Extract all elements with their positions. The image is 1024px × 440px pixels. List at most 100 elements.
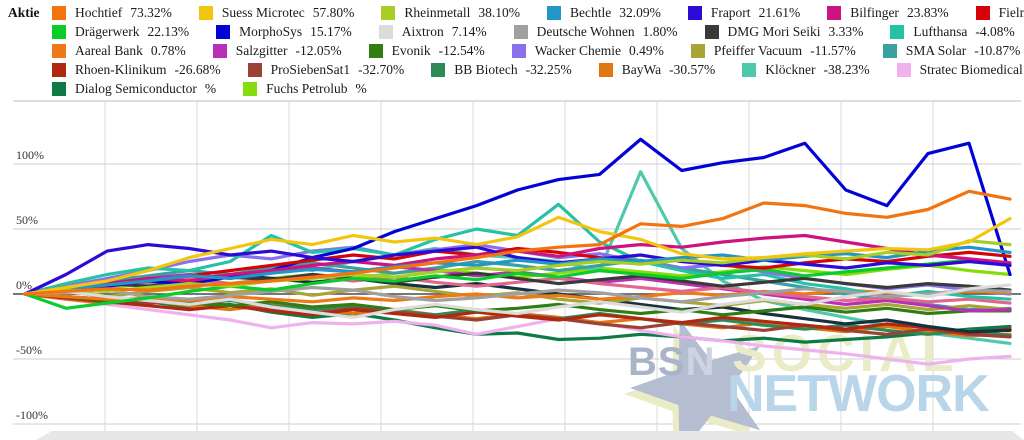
- y-axis-labels: 100% 50% 0% -50% -100%: [16, 148, 48, 422]
- series-line-hochtief[interactable]: [23, 189, 1012, 296]
- legend-item-prosiebensat1[interactable]: ProSiebenSat1 -32.70%: [247, 61, 405, 78]
- legend-value: %: [355, 80, 367, 96]
- legend-item-lufthansa[interactable]: Lufthansa -4.08%: [890, 23, 1015, 40]
- legend-swatch-bechtle: [546, 5, 561, 20]
- legend-item-salzgitter[interactable]: Salzgitter -12.05%: [212, 43, 342, 59]
- bsn-star-icon: [629, 319, 761, 440]
- legend-item-rhoen-klinikum[interactable]: Rhoen-Klinikum -26.68%: [52, 62, 221, 78]
- watermark-network-text: NETWORK: [727, 365, 990, 423]
- legend-item-baywa[interactable]: BayWa -30.57%: [598, 61, 716, 78]
- legend-label: Deutsche Wohnen: [536, 23, 635, 39]
- legend-label: Pfeiffer Vacuum: [713, 42, 803, 58]
- series-line-rhoen-klinikum[interactable]: [23, 292, 1012, 335]
- legend-label: Dialog Semiconductor: [75, 80, 197, 96]
- series-line-dr-gerwerk[interactable]: [23, 258, 1012, 310]
- legend-item-kl-ckner[interactable]: Klöckner -38.23%: [742, 61, 870, 78]
- series-line-aixtron[interactable]: [23, 283, 1012, 319]
- legend-item-dr-gerwerk[interactable]: Drägerwerk 22.13%: [52, 24, 189, 40]
- legend-item-dmg-mori-seiki[interactable]: DMG Mori Seiki 3.33%: [704, 23, 864, 40]
- series-line-rheinmetall[interactable]: [23, 239, 1012, 296]
- legend-row: Dialog Semiconductor% Fuchs Petrolub%: [52, 79, 1024, 98]
- legend-label: Bilfinger: [850, 4, 899, 20]
- legend-item-suess-microtec[interactable]: Suess Microtec 57.80%: [198, 5, 354, 21]
- legend-value: -11.57%: [810, 42, 856, 58]
- legend-row: Rhoen-Klinikum -26.68% ProSiebenSat1 -32.70…: [52, 60, 1024, 79]
- legend-item-aixtron[interactable]: Aixtron 7.14%: [378, 23, 487, 40]
- legend-item-fuchs-petrolub[interactable]: Fuchs Petrolub%: [243, 81, 367, 97]
- series-line-bechtle[interactable]: [23, 245, 1012, 296]
- series-line-deutsche-wohnen[interactable]: [23, 285, 1012, 304]
- legend-value: 7.14%: [451, 23, 487, 39]
- legend-item-pfeiffer-vacuum[interactable]: Pfeiffer Vacuum -11.57%: [690, 42, 856, 59]
- y-axis-tick-label: -50%: [16, 343, 42, 357]
- legend-label: Stratec Biomedical: [919, 61, 1023, 77]
- legend-swatch-stratec-biomedical: [896, 62, 911, 77]
- legend-label: Rheinmetall: [404, 4, 471, 20]
- legend-value: 3.33%: [828, 23, 864, 39]
- series-line-aurubis[interactable]: [23, 274, 1012, 305]
- legend-label: BB Biotech: [454, 61, 518, 77]
- legend-item-bilfinger[interactable]: Bilfinger 23.83%: [827, 4, 949, 21]
- y-axis-tick-label: 50%: [16, 213, 38, 227]
- legend-value: %: [204, 80, 217, 96]
- legend-item-rheinmetall[interactable]: Rheinmetall 38.10%: [381, 5, 520, 21]
- legend-swatch-dialog-semiconductor: [52, 81, 66, 96]
- legend-title: Aktie: [8, 5, 40, 20]
- legend-value: 73.32%: [130, 4, 172, 20]
- legend-item-sma-solar[interactable]: SMA Solar -10.87%: [882, 42, 1020, 59]
- legend-swatch-fraport: [687, 5, 702, 20]
- y-axis-tick-label: 0%: [16, 278, 32, 292]
- legend-item-morphosys[interactable]: MorphoSys 15.17%: [216, 24, 352, 40]
- legend-item-fraport[interactable]: Fraport 21.61%: [687, 5, 800, 21]
- legend-swatch-sma-solar: [882, 43, 897, 58]
- legend-label: Bechtle: [569, 4, 612, 20]
- legend-swatch-prosiebensat1: [247, 62, 262, 77]
- legend-swatch-wacker-chemie: [511, 43, 526, 58]
- legend-label: DMG Mori Seiki: [727, 23, 821, 39]
- legend-value: -32.70%: [358, 61, 405, 77]
- legend-label: Lufthansa: [913, 23, 968, 39]
- legend-swatch-pfeiffer-vacuum: [690, 43, 705, 58]
- legend-item-bechtle[interactable]: Bechtle 32.09%: [546, 4, 661, 21]
- legend-value: 32.09%: [619, 4, 661, 20]
- legend-swatch-bilfinger: [827, 5, 842, 20]
- legend-value: -30.57%: [669, 61, 716, 77]
- legend-label: Rhoen-Klinikum: [75, 61, 167, 77]
- legend-label: Fuchs Petrolub: [266, 80, 348, 96]
- legend-item-bb-biotech[interactable]: BB Biotech -32.25%: [431, 62, 572, 78]
- legend-label: SMA Solar: [905, 42, 967, 58]
- legend-item-stratec-biomedical[interactable]: Stratec Biomedical-47.51%: [896, 61, 1024, 78]
- legend-item-deutsche-wohnen[interactable]: Deutsche Wohnen 1.80%: [513, 23, 678, 40]
- legend-value: 22.13%: [147, 23, 190, 39]
- legend-swatch-deutsche-wohnen: [513, 24, 528, 39]
- series-line-suess-microtec[interactable]: [23, 215, 1012, 296]
- legend-swatch-kl-ckner: [742, 62, 757, 77]
- legend-swatch-fielmann: [975, 5, 990, 20]
- y-axis-tick-label: 100%: [16, 148, 44, 162]
- legend-item-evonik[interactable]: Evonik -12.54%: [368, 42, 485, 59]
- legend-item-wacker-chemie[interactable]: Wacker Chemie 0.49%: [511, 43, 664, 59]
- series-line-fraport[interactable]: [23, 243, 1012, 296]
- legend-label: Evonik: [391, 42, 431, 58]
- legend-item-aareal-bank[interactable]: Aareal Bank 0.78%: [52, 43, 186, 59]
- series-lines: [23, 137, 1012, 366]
- series-line-stratec-biomedical[interactable]: [23, 292, 1012, 366]
- legend-swatch-lufthansa: [890, 24, 905, 39]
- legend-rows: Hochtief 73.32% Suess Microtec 57.80% Rheinm…: [52, 3, 1024, 98]
- legend-swatch-rheinmetall: [381, 5, 396, 20]
- legend-row: Aareal Bank 0.78% Salzgitter -12.05% Evonik -…: [52, 41, 1024, 60]
- horizontal-scrollbar[interactable]: [36, 431, 1024, 440]
- legend-item-dialog-semiconductor[interactable]: Dialog Semiconductor%: [52, 81, 216, 97]
- legend-swatch-rhoen-klinikum: [52, 62, 66, 77]
- stock-legend: Aktie Hochtief 73.32% Suess Microtec 57.80%…: [0, 3, 1024, 98]
- legend-swatch-hochtief: [52, 5, 66, 20]
- legend-label: Drägerwerk: [75, 23, 140, 39]
- legend-label: ProSiebenSat1: [270, 61, 351, 77]
- legend-value: -4.08%: [975, 23, 1015, 39]
- legend-value: 23.83%: [906, 4, 949, 20]
- legend-item-fielmann[interactable]: Fielmann29.20%: [975, 5, 1024, 21]
- legend-item-hochtief[interactable]: Hochtief 73.32%: [52, 5, 172, 21]
- legend-swatch-dr-gerwerk: [52, 24, 66, 39]
- legend-label: Klöckner: [765, 61, 816, 77]
- legend-swatch-fuchs-petrolub: [243, 81, 258, 96]
